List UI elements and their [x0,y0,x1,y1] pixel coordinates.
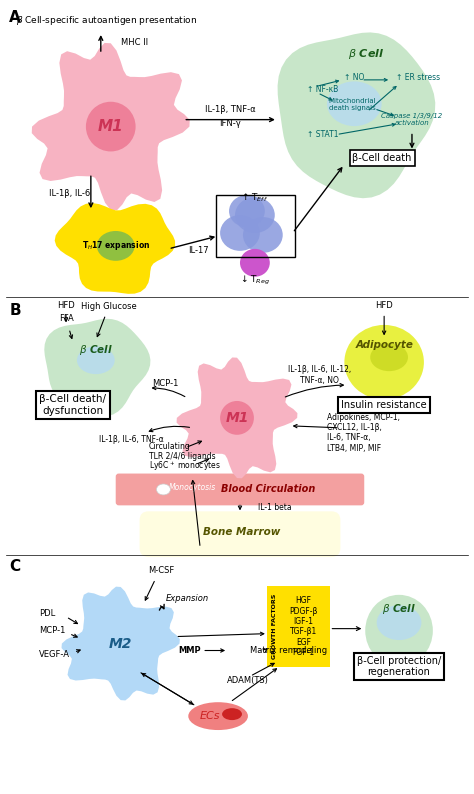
Text: M2: M2 [109,637,132,650]
Text: ↑ STAT1: ↑ STAT1 [307,130,338,139]
Text: ↑ NF-κB: ↑ NF-κB [307,85,338,94]
Polygon shape [177,357,297,478]
Text: B: B [9,303,21,318]
Text: M-CSF: M-CSF [148,566,175,576]
Text: MHC II: MHC II [121,37,148,47]
Text: Ly6C$^+$ monocytes: Ly6C$^+$ monocytes [148,460,220,473]
Text: M1: M1 [225,410,249,425]
Text: Caspase 1/3/9/12
activation: Caspase 1/3/9/12 activation [382,113,443,126]
Text: T$_H$17 expansion: T$_H$17 expansion [82,239,150,252]
Text: High Glucose: High Glucose [81,302,137,311]
Ellipse shape [327,81,382,126]
Ellipse shape [235,197,275,233]
Text: Insulin resistance: Insulin resistance [341,400,427,410]
Text: IL-1β, IL-6, IL-12,
TNF-α, NO: IL-1β, IL-6, IL-12, TNF-α, NO [288,365,351,385]
Text: MMP: MMP [178,646,201,655]
Polygon shape [55,203,175,294]
Ellipse shape [97,231,135,260]
Text: GROWTH FACTORS: GROWTH FACTORS [272,594,277,659]
Text: β-Cell death: β-Cell death [353,153,412,164]
Text: Mitochondrial
death signals: Mitochondrial death signals [328,98,376,111]
Text: MCP-1: MCP-1 [152,379,179,387]
Text: M1: M1 [98,119,124,134]
Ellipse shape [229,195,265,227]
Ellipse shape [222,708,242,720]
Text: HFD: HFD [57,301,75,310]
Text: ↑ T$_{Eff}$: ↑ T$_{Eff}$ [241,192,268,204]
Text: ADAM(TS): ADAM(TS) [227,676,269,685]
Text: Circulating
TLR 2/4/6 ligands: Circulating TLR 2/4/6 ligands [148,442,215,461]
Polygon shape [44,318,150,417]
Text: Adipokines, MCP-1,
CXCL12, IL-1β,
IL-6, TNF-α,
LTB4, MIP, MIF: Adipokines, MCP-1, CXCL12, IL-1β, IL-6, … [328,413,401,453]
Text: HGF
PDGF-β
IGF-1
TGF-β1
EGF
FGF-1: HGF PDGF-β IGF-1 TGF-β1 EGF FGF-1 [290,596,318,657]
Text: β-Cell death/
dysfunction: β-Cell death/ dysfunction [39,394,107,416]
Text: PDL: PDL [39,609,55,619]
Text: ↑ ER stress: ↑ ER stress [396,73,440,83]
Text: IL-1β, IL-6, TNF-α: IL-1β, IL-6, TNF-α [99,435,164,445]
Polygon shape [278,33,435,198]
Ellipse shape [188,702,248,730]
Text: $\beta$ Cell: $\beta$ Cell [348,47,384,61]
Text: β-Cell protection/
regeneration: β-Cell protection/ regeneration [357,656,441,677]
Text: MCP-1: MCP-1 [39,626,65,635]
Ellipse shape [345,325,424,399]
Text: VEGF-A: VEGF-A [39,650,70,659]
Text: ECs: ECs [200,711,220,721]
Text: Blood Circulation: Blood Circulation [220,484,315,495]
Text: ↑ NO: ↑ NO [345,73,365,83]
Text: $\beta$ Cell: $\beta$ Cell [79,343,113,357]
Ellipse shape [220,401,254,435]
Ellipse shape [370,343,408,371]
Text: IL-1β, IL-6: IL-1β, IL-6 [49,189,91,198]
Ellipse shape [220,215,260,251]
FancyBboxPatch shape [139,511,340,557]
Text: $\beta$ Cell: $\beta$ Cell [382,602,416,616]
Polygon shape [62,587,180,700]
Text: $\beta$ Cell-specific autoantigen presentation: $\beta$ Cell-specific autoantigen presen… [16,14,198,27]
Text: IFN-γ: IFN-γ [219,119,241,128]
FancyBboxPatch shape [116,473,364,505]
Text: HFD: HFD [375,301,393,310]
Ellipse shape [377,605,421,640]
Ellipse shape [156,484,170,495]
Text: Adipocyte: Adipocyte [355,341,413,350]
Polygon shape [32,43,190,210]
Text: Matrix remodeling: Matrix remodeling [250,646,327,655]
Ellipse shape [365,595,433,666]
Ellipse shape [77,346,115,374]
Ellipse shape [243,217,283,252]
Text: Monocytosis: Monocytosis [168,483,216,492]
Text: IL-17: IL-17 [188,246,209,256]
Ellipse shape [240,249,270,277]
Text: Bone Marrow: Bone Marrow [203,527,281,538]
Text: FFA: FFA [59,314,73,323]
Ellipse shape [86,102,136,152]
Text: C: C [9,559,20,574]
Text: Expansion: Expansion [165,595,209,603]
Text: IL-1β, TNF-α: IL-1β, TNF-α [205,105,255,114]
Text: A: A [9,10,21,25]
Text: ↓ T$_{Reg}$: ↓ T$_{Reg}$ [240,274,270,287]
FancyBboxPatch shape [267,586,330,668]
Text: IL-1 beta: IL-1 beta [258,503,292,512]
